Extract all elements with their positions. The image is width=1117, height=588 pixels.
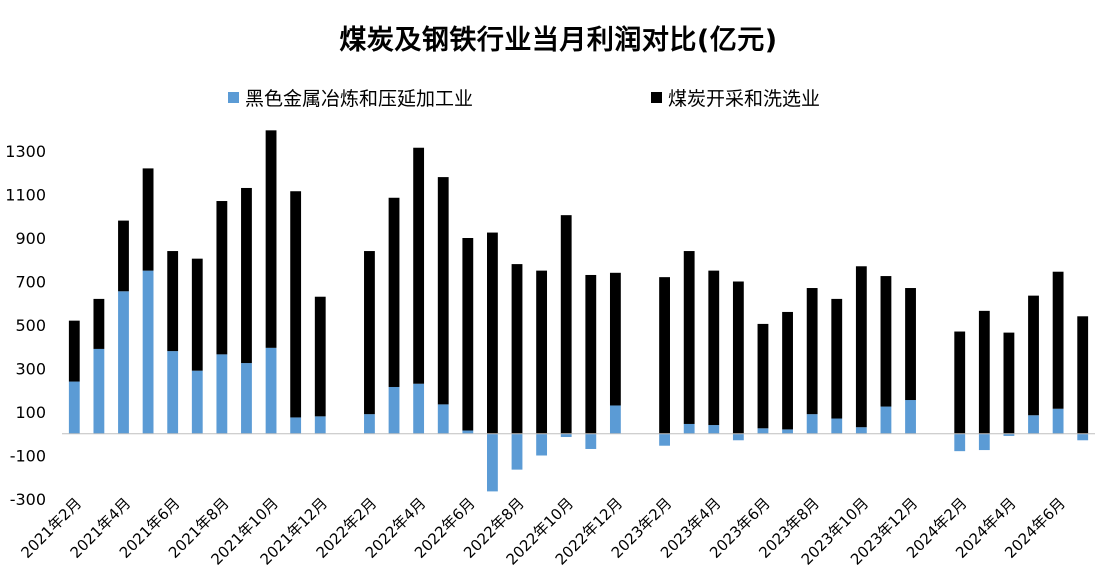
bar-steel bbox=[118, 291, 129, 434]
bar-coal bbox=[142, 168, 154, 271]
bar-steel bbox=[1003, 433, 1015, 436]
bar-steel bbox=[880, 406, 892, 434]
y-tick-label: 300 bbox=[15, 360, 46, 379]
bar-coal bbox=[806, 288, 818, 415]
bar-steel bbox=[609, 405, 621, 434]
bar-coal bbox=[511, 264, 523, 434]
bar-steel bbox=[536, 433, 548, 456]
bar-coal bbox=[167, 251, 179, 352]
bar-coal bbox=[314, 296, 326, 417]
bar-steel bbox=[1052, 408, 1064, 434]
bar-coal bbox=[241, 187, 252, 364]
bar-coal bbox=[413, 147, 425, 384]
y-tick-label: -300 bbox=[10, 490, 46, 509]
bar-coal bbox=[560, 215, 572, 434]
legend-item-coal: 煤炭开采和洗选业 bbox=[651, 84, 820, 111]
bar-coal bbox=[855, 266, 867, 428]
y-tick-label: 500 bbox=[15, 316, 46, 335]
bar-steel bbox=[1077, 433, 1089, 441]
bar-coal bbox=[585, 274, 597, 434]
bar-steel bbox=[68, 381, 80, 434]
bar-coal bbox=[290, 191, 302, 418]
bar-coal bbox=[364, 251, 375, 415]
bar-coal bbox=[683, 251, 695, 424]
chart-title: 煤炭及钢铁行业当月利润对比(亿元) bbox=[339, 25, 778, 56]
bar-coal bbox=[216, 201, 228, 355]
bar-steel bbox=[585, 433, 597, 449]
bar-steel bbox=[265, 347, 277, 434]
bar-steel bbox=[191, 370, 203, 434]
legend-swatch-steel bbox=[228, 92, 239, 103]
y-tick-label: 100 bbox=[15, 403, 46, 422]
bar-steel bbox=[241, 363, 252, 434]
bar-steel bbox=[954, 433, 966, 452]
bar-coal bbox=[118, 220, 129, 292]
legend-swatch-coal bbox=[651, 92, 662, 103]
bar-coal bbox=[68, 320, 80, 382]
bar-coal bbox=[487, 232, 498, 434]
legend-label-coal: 煤炭开采和洗选业 bbox=[668, 88, 821, 110]
bar-steel bbox=[487, 433, 498, 492]
bar-coal bbox=[1028, 295, 1039, 416]
bar-steel bbox=[905, 400, 916, 434]
bar-coal bbox=[437, 177, 449, 405]
bar-coal bbox=[191, 258, 203, 371]
y-tick-label: 1100 bbox=[5, 186, 46, 205]
bar-coal bbox=[265, 130, 277, 348]
bar-coal bbox=[1003, 332, 1015, 434]
bar-coal bbox=[757, 323, 769, 429]
bar-steel bbox=[1028, 415, 1039, 434]
bar-coal bbox=[93, 298, 105, 349]
bar-steel bbox=[167, 351, 179, 434]
bar-coal bbox=[659, 277, 670, 434]
bar-steel bbox=[437, 404, 449, 434]
bar-coal bbox=[609, 272, 621, 406]
bar-coal bbox=[905, 288, 916, 401]
bar-steel bbox=[93, 348, 105, 434]
bar-steel bbox=[732, 433, 744, 441]
bar-steel bbox=[757, 428, 769, 434]
bar-steel bbox=[683, 423, 695, 434]
y-tick-label: 700 bbox=[15, 273, 46, 292]
bar-coal bbox=[954, 331, 966, 434]
bar-coal bbox=[462, 238, 474, 431]
y-tick-label: -100 bbox=[10, 447, 46, 466]
bar-steel bbox=[364, 414, 375, 434]
bar-steel bbox=[142, 270, 154, 434]
bar-coal bbox=[1052, 271, 1064, 409]
bar-steel bbox=[462, 430, 474, 434]
bar-steel bbox=[388, 386, 400, 434]
bar-coal bbox=[388, 197, 400, 387]
bar-steel bbox=[806, 414, 818, 434]
bar-steel bbox=[978, 433, 990, 451]
bar-steel bbox=[782, 429, 793, 434]
bar-steel bbox=[831, 418, 843, 434]
bar-coal bbox=[978, 310, 990, 434]
bar-steel bbox=[216, 354, 228, 434]
bar-coal bbox=[732, 281, 744, 434]
bar-coal bbox=[1077, 316, 1089, 434]
bar-steel bbox=[659, 433, 670, 446]
bar-steel bbox=[413, 383, 425, 434]
bar-steel bbox=[560, 433, 572, 438]
bar-steel bbox=[314, 416, 326, 434]
bar-coal bbox=[831, 298, 843, 419]
bar-steel bbox=[708, 425, 720, 434]
bar-steel bbox=[290, 417, 302, 434]
bar-steel bbox=[511, 433, 523, 470]
y-tick-label: 1300 bbox=[5, 142, 46, 161]
bar-coal bbox=[536, 270, 548, 434]
legend-label-steel: 黑色金属冶炼和压延加工业 bbox=[245, 88, 474, 110]
bar-coal bbox=[880, 276, 892, 407]
legend-item-steel: 黑色金属冶炼和压延加工业 bbox=[228, 84, 473, 111]
y-tick-label: 900 bbox=[15, 229, 46, 248]
bar-steel bbox=[855, 427, 867, 434]
bar-coal bbox=[708, 270, 720, 426]
bar-coal bbox=[782, 311, 793, 430]
